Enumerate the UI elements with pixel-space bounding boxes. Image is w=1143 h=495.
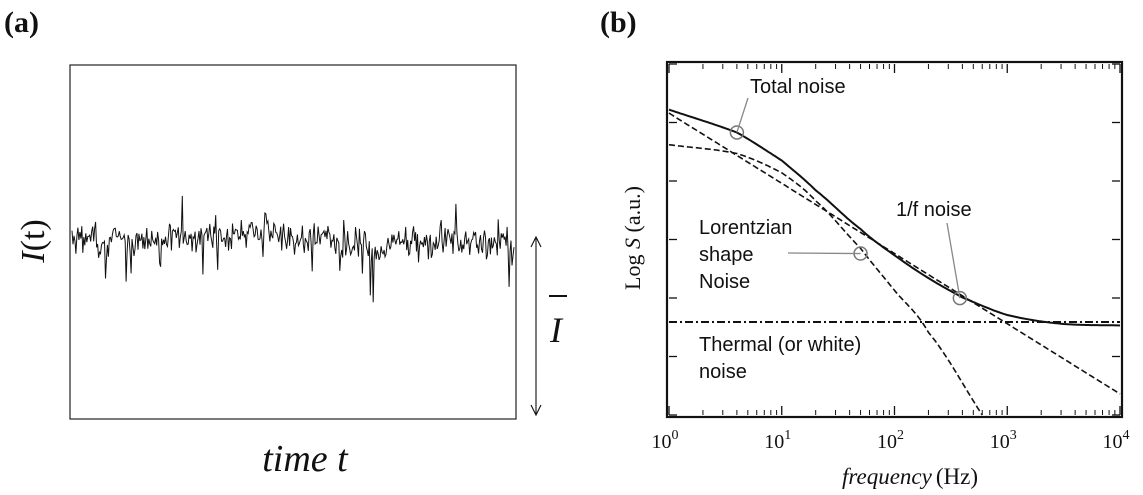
annotation-thermal-line1: Thermal (or white) bbox=[699, 334, 861, 356]
panel-b-ticks bbox=[668, 63, 1121, 416]
x-tick-label: 100 bbox=[652, 428, 679, 453]
annotation-lorentzian: Lorentzian shape Noise bbox=[699, 217, 798, 293]
panel-b-ylabel-part2: S bbox=[620, 238, 645, 249]
current-trace-line bbox=[71, 195, 515, 303]
panel-b-xlabel-unit: (Hz) bbox=[936, 464, 978, 489]
panel-a-ylabel-italic: I bbox=[15, 250, 52, 264]
mean-arrow-head-up bbox=[530, 235, 542, 248]
series-lorentzian-shape-noise-line bbox=[668, 143, 983, 416]
panel-b-xtick-labels: 100 101 102 103 104 bbox=[652, 428, 1130, 453]
x-tick-label: 103 bbox=[990, 428, 1017, 453]
panel-a-xlabel: time t bbox=[262, 438, 349, 480]
annotation-total-noise: Total noise bbox=[750, 76, 846, 98]
panel-b-ylabel-part1: Log bbox=[620, 249, 645, 290]
panel-b-chart: Total noise 1/f noise Lorentzian shape N… bbox=[620, 60, 1130, 489]
panel-b-leader-lines bbox=[736, 97, 961, 299]
mean-label: I bbox=[549, 310, 564, 350]
annotation-thermal: Thermal (or white) noise bbox=[699, 334, 867, 383]
panel-a-ylabel: I(t) bbox=[15, 219, 52, 263]
panel-b-ylabel-part3: (a.u.) bbox=[620, 186, 645, 238]
panel-a-frame bbox=[69, 64, 517, 420]
panel-b-xlabel-italic: frequency bbox=[842, 464, 933, 489]
annotation-leader-line bbox=[736, 97, 749, 133]
panel-a-ylabel-rest: (t) bbox=[15, 219, 52, 251]
panel-b-frame bbox=[665, 60, 1124, 419]
annotation-marker-circle bbox=[952, 290, 968, 306]
mean-arrow-head-down bbox=[530, 404, 542, 417]
annotation-marker-circle bbox=[729, 125, 745, 140]
annotation-lorentzian-line1: Lorentzian bbox=[699, 217, 792, 239]
panel-label-b: (b) bbox=[600, 6, 637, 39]
annotation-lorentzian-line2: shape bbox=[699, 244, 754, 266]
annotation-leader-line bbox=[946, 222, 961, 299]
panel-b-series bbox=[668, 108, 1121, 416]
panel-a-chart: I I(t) time t bbox=[15, 64, 567, 480]
annotation-lorentzian-line3: Noise bbox=[699, 271, 750, 293]
panel-b-xlabel: frequency (Hz) bbox=[842, 464, 978, 489]
annotation-1f-noise: 1/f noise bbox=[896, 199, 972, 221]
annotation-thermal-line2: noise bbox=[699, 361, 747, 383]
panel-b-ylabel: Log S (a.u.) bbox=[620, 186, 645, 290]
x-tick-label: 101 bbox=[764, 428, 791, 453]
panel-label-a: (a) bbox=[4, 6, 39, 39]
annotation-leader-line bbox=[787, 252, 861, 255]
series-1-f-noise-line bbox=[668, 112, 1121, 395]
x-tick-label: 104 bbox=[1103, 428, 1130, 453]
x-tick-label: 102 bbox=[877, 428, 904, 453]
